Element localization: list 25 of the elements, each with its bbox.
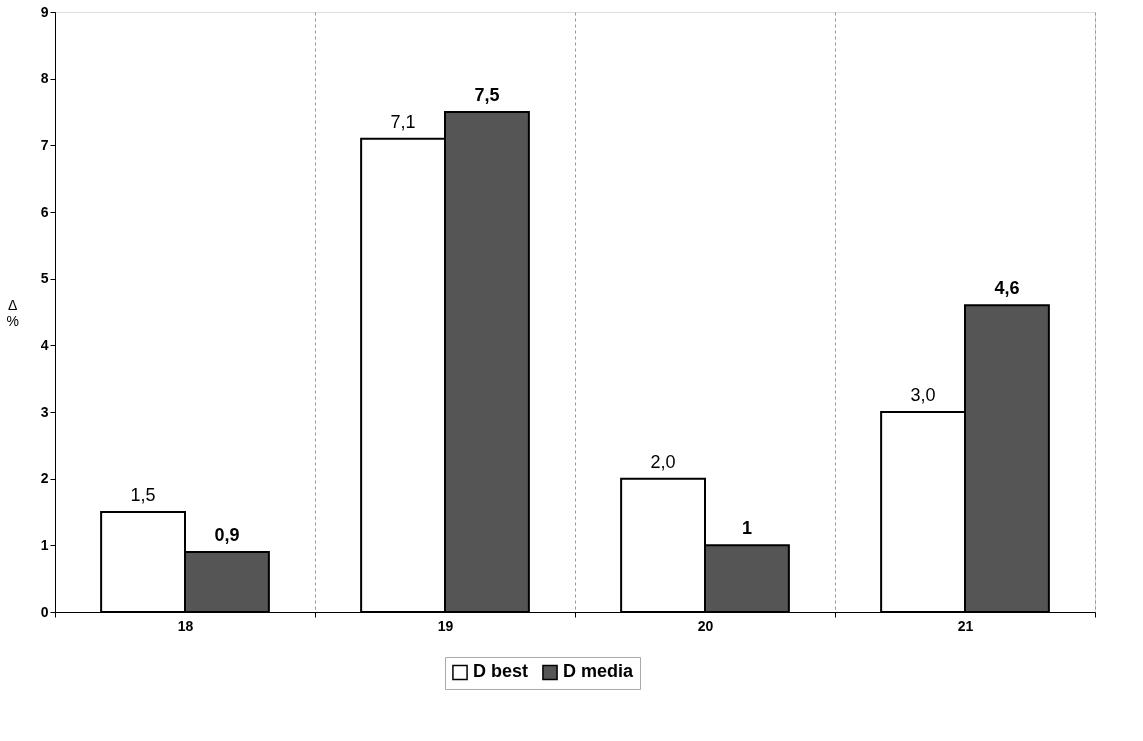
y-tick-label: 8 [40, 70, 49, 87]
y-tick-label: 6 [40, 203, 49, 220]
y-tick-label: 9 [40, 3, 49, 20]
y-axis-title: Δ % [6, 296, 19, 329]
data-label: 0,9 [214, 525, 240, 545]
x-tick-label: 20 [697, 617, 714, 634]
x-tick-label: 18 [177, 617, 194, 634]
y-tick-label: 3 [40, 403, 49, 420]
legend-label: D media [563, 661, 635, 682]
data-label: 3,0 [910, 385, 936, 405]
x-tick-label: 19 [437, 617, 454, 634]
y-tick-label: 7 [40, 136, 49, 153]
y-tick-label: 4 [40, 336, 49, 353]
data-label: 1 [741, 518, 752, 539]
data-label: 4,6 [994, 278, 1020, 299]
x-tick-label: 21 [957, 617, 974, 634]
y-tick-label: 0 [40, 603, 49, 620]
data-label: 7,1 [390, 111, 416, 132]
y-tick-label: 1 [40, 536, 49, 553]
data-label: 2,0 [650, 451, 676, 472]
data-label: 1,5 [130, 485, 156, 505]
legend-label: D best [473, 661, 529, 682]
y-tick-label: 5 [40, 270, 49, 287]
data-label: 7,5 [474, 85, 500, 105]
y-tick-label: 2 [40, 470, 49, 487]
